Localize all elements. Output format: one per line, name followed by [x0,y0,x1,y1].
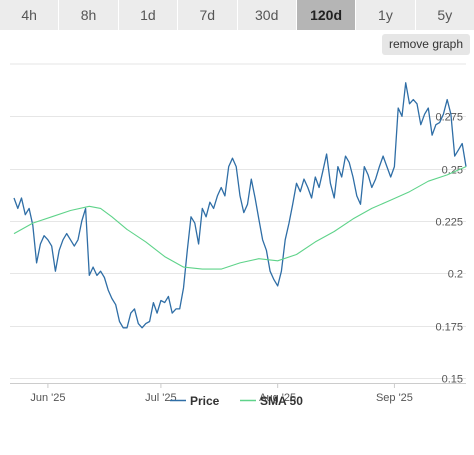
range-tab-8h[interactable]: 8h [59,0,119,30]
y-tick-label: 0.2 [448,269,463,281]
y-tick-label: 0.225 [435,217,463,229]
x-tick-label: Jun '25 [30,392,65,404]
y-tick-label: 0.275 [435,112,463,124]
range-tab-4h[interactable]: 4h [0,0,60,30]
x-tick-label: Sep '25 [376,392,413,404]
range-tab-30d[interactable]: 30d [237,0,297,30]
y-axis-ticks: 0.15 0.175 0.2 0.225 0.25 0.275 [435,112,463,386]
range-tab-7d[interactable]: 7d [178,0,238,30]
time-range-selector: 4h 8h 1d 7d 30d 120d 1y 5y [0,0,474,30]
x-tick-label: Jul '25 [145,392,176,404]
chart-grid [10,63,466,384]
y-tick-label: 0.15 [442,374,463,386]
series-line-price [13,82,467,329]
remove-graph-button[interactable]: remove graph [382,34,470,55]
range-tab-120d[interactable]: 120d [296,0,357,30]
series-line-sma-50 [13,166,467,270]
x-tick-label: Aug '25 [259,392,296,404]
legend-item-sma-50[interactable]: SMA 50 [240,394,303,408]
range-tab-5y[interactable]: 5y [415,0,474,30]
legend-item-price[interactable]: Price [170,394,220,408]
chart-legend: Price SMA 50 [170,394,303,408]
legend-label: SMA 50 [260,394,303,408]
legend-label: Price [190,394,220,408]
y-tick-label: 0.175 [435,322,463,334]
y-tick-label: 0.25 [442,165,463,177]
chart-series [13,82,467,329]
range-tab-1y[interactable]: 1y [356,0,416,30]
x-axis-ticks: Jun '25 Jul '25 Aug '25 Sep '25 [30,383,413,404]
range-tab-1d[interactable]: 1d [118,0,179,30]
